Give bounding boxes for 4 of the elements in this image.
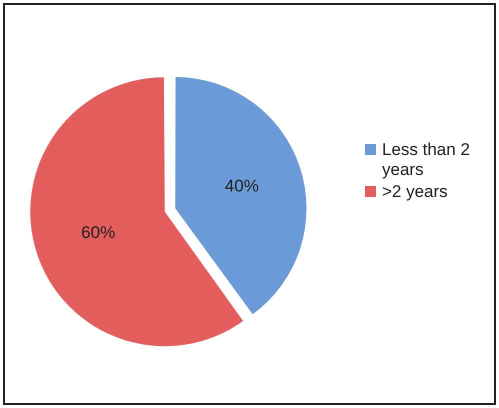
legend-label: >2 years bbox=[382, 182, 448, 202]
legend-label: Less than 2 years bbox=[382, 140, 471, 180]
data-label: 60% bbox=[81, 223, 116, 242]
data-label: 40% bbox=[224, 176, 259, 196]
